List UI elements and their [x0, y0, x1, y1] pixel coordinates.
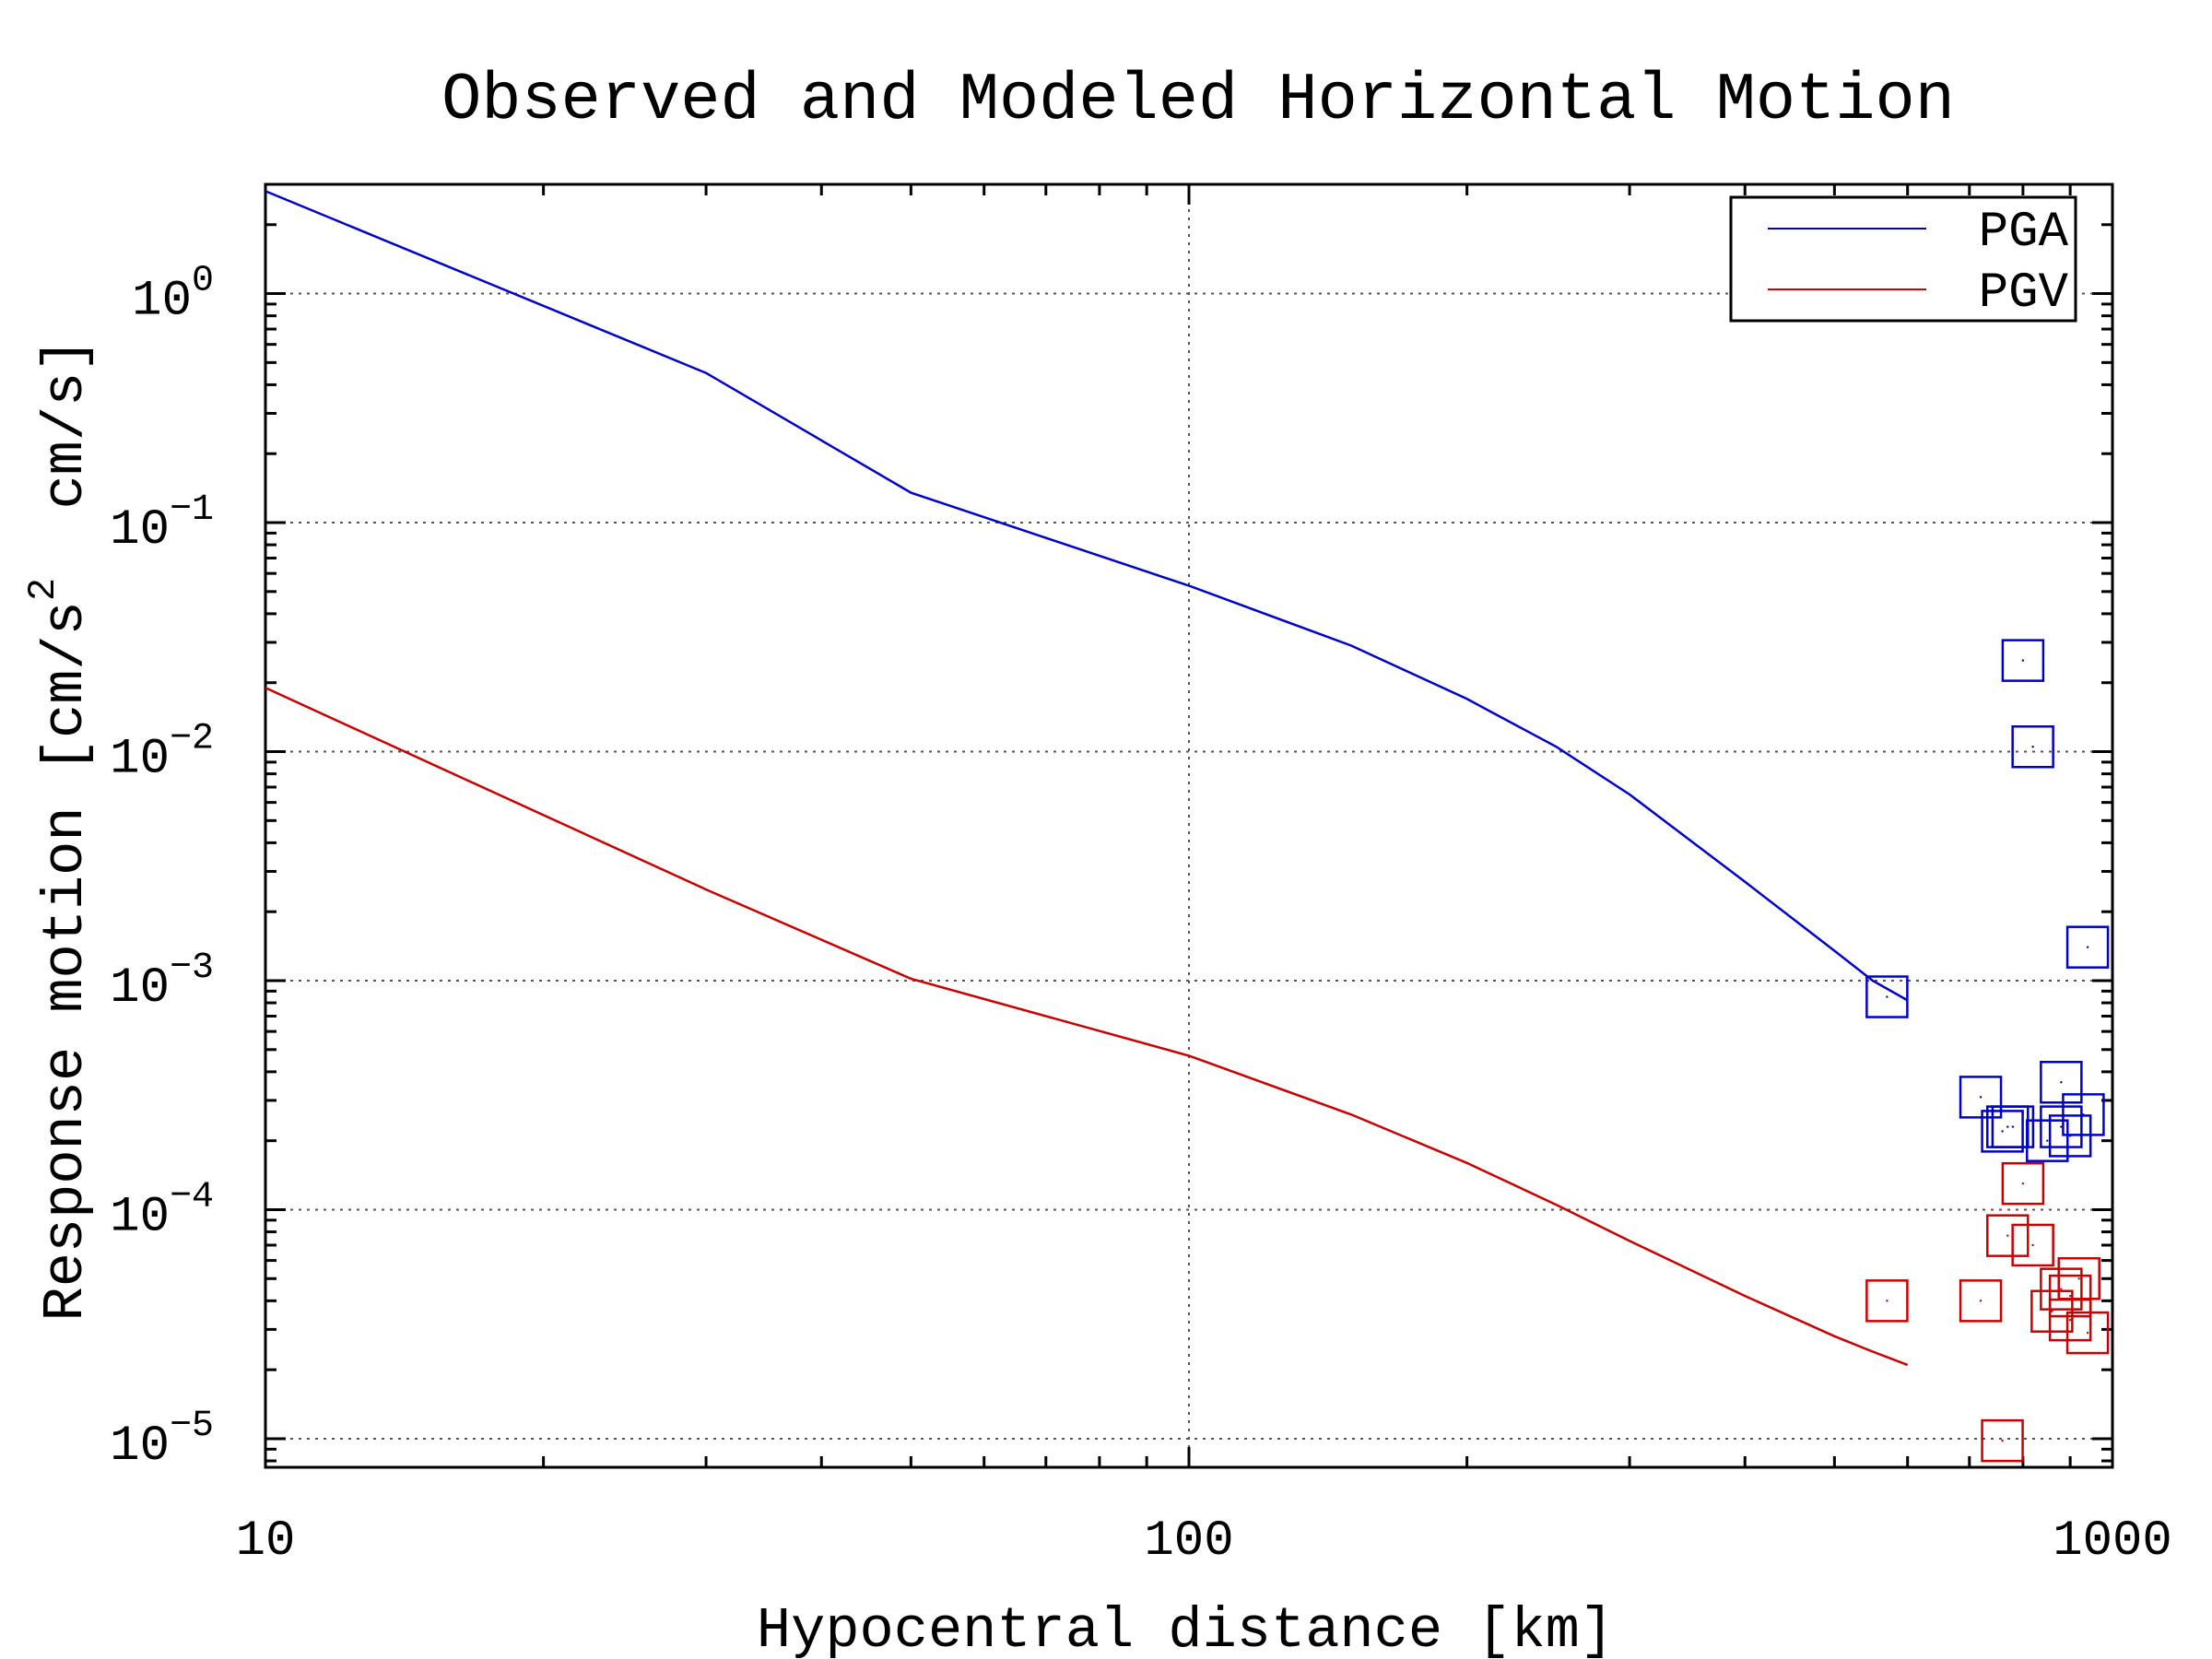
data-marker-dot-pga-observed — [2031, 746, 2034, 748]
data-marker-pga-observed — [2001, 639, 2045, 682]
data-marker-dot-pga-observed — [1979, 1096, 1983, 1099]
y-tick-label-exponent: −3 — [170, 947, 214, 989]
y-tick-label-base: 10 — [110, 1418, 170, 1475]
y-tick-label: 10−3 — [110, 947, 214, 1017]
y-axis-label-superscript: 2 — [21, 578, 65, 601]
y-tick-label-exponent: −2 — [170, 719, 214, 760]
y-tick-label: 10−2 — [110, 719, 214, 788]
series-line-pga — [265, 190, 1909, 1002]
data-marker-pga-observed — [2026, 1119, 2069, 1162]
data-marker-pgv-observed — [1981, 1418, 2024, 1463]
y-tick-label-exponent: −5 — [170, 1406, 214, 1447]
x-tick-label: 1000 — [2053, 1513, 2172, 1570]
data-marker-dot-pga-observed — [2082, 1113, 2085, 1116]
data-marker-dot-pga-observed — [2060, 1081, 2063, 1084]
plot-frame — [264, 182, 2114, 1469]
legend-box — [1729, 195, 2077, 323]
x-tick-label: 10 — [236, 1513, 296, 1570]
data-marker-dot-pgv-observed — [2086, 1331, 2089, 1335]
legend-label-pga: PGA — [1979, 205, 2069, 261]
y-axis-label-main: Response motion [cm/s — [33, 601, 99, 1321]
chart-title: Observed and Modeled Horizontal Motion — [441, 63, 1955, 138]
data-marker-dot-pgv-observed — [2051, 1310, 2053, 1312]
y-tick-label: 10−5 — [110, 1406, 214, 1475]
data-marker-pgv-observed — [2030, 1289, 2074, 1333]
data-marker-dot-pgv-observed — [2001, 1439, 2004, 1442]
data-marker-dot-pga-observed — [1886, 995, 1888, 998]
data-marker-pga-observed — [2040, 1060, 2083, 1104]
data-marker-dot-pgv-observed — [2021, 1182, 2025, 1185]
data-marker-pga-observed — [2040, 1105, 2083, 1148]
data-marker-dot-pga-observed — [2006, 1125, 2009, 1128]
y-tick-label-exponent: 0 — [192, 261, 214, 302]
data-marker-dot-pgv-observed — [1979, 1300, 1983, 1302]
data-marker-dot-pga-observed — [2001, 1130, 2004, 1133]
data-marker-pga-observed — [2065, 925, 2110, 969]
data-marker-pga-observed — [1981, 1110, 2024, 1153]
data-marker-pgv-observed — [2011, 1223, 2054, 1267]
data-marker-pga-observed — [2062, 1093, 2105, 1136]
data-marker-pgv-observed — [2065, 1311, 2110, 1355]
data-marker-dot-pgv-observed — [2068, 1318, 2072, 1322]
data-marker-pgv-observed — [2048, 1298, 2092, 1342]
y-tick-label: 100 — [132, 261, 214, 330]
y-tick-label-base: 10 — [110, 960, 170, 1017]
data-marker-pga-observed — [1991, 1105, 2035, 1148]
series-line-pgv — [265, 687, 1909, 1367]
data-marker-pga-observed — [1959, 1076, 2003, 1119]
data-marker-dot-pga-observed — [2021, 659, 2025, 662]
data-marker-pgv-observed — [2001, 1161, 2045, 1206]
data-marker-dot-pgv-observed — [2031, 1243, 2034, 1247]
data-marker-pga-observed — [1865, 975, 1909, 1018]
grid-lines — [265, 184, 2112, 1467]
data-marker-pgv-observed — [1959, 1279, 2003, 1323]
y-tick-label-exponent: −1 — [170, 489, 214, 531]
legend-label-pgv: PGV — [1979, 265, 2069, 322]
data-marker-dot-pga-observed — [2046, 1139, 2049, 1142]
y-axis-label: Response motion [cm/s2 cm/s] — [21, 338, 99, 1322]
data-marker-dot-pgv-observed — [2060, 1288, 2063, 1290]
y-tick-label-base: 10 — [132, 274, 192, 330]
series-layer — [265, 190, 2110, 1463]
data-marker-dot-pgv-observed — [1886, 1300, 1888, 1302]
data-marker-dot-pgv-observed — [2068, 1294, 2072, 1298]
data-marker-pga-observed — [2011, 725, 2054, 769]
data-marker-dot-pga-observed — [2086, 946, 2089, 948]
y-axis-label-tail: cm/s] — [33, 338, 99, 578]
x-tick-label: 100 — [1144, 1513, 1233, 1570]
x-tick-labels: 10 100 1000 — [236, 1513, 2172, 1570]
y-tick-label: 10−4 — [110, 1176, 214, 1245]
data-marker-dot-pgv-observed — [2077, 1277, 2080, 1280]
data-marker-dot-pga-observed — [2011, 1125, 2015, 1128]
data-marker-dot-pgv-observed — [2006, 1234, 2009, 1237]
data-marker-pgv-observed — [2040, 1267, 2083, 1311]
legend: PGA PGV — [1729, 195, 2077, 323]
data-marker-pgv-observed — [2048, 1274, 2092, 1318]
x-axis-label: Hypocentral distance [km] — [757, 1598, 1614, 1659]
data-marker-dot-pga-observed — [2060, 1125, 2063, 1128]
y-tick-label: 10−1 — [110, 489, 214, 559]
data-marker-pgv-observed — [1986, 1214, 2030, 1257]
y-tick-label-exponent: −4 — [170, 1176, 214, 1218]
y-tick-label-base: 10 — [110, 502, 170, 559]
data-marker-pgv-observed — [1865, 1279, 1909, 1323]
y-tick-label-base: 10 — [110, 732, 170, 788]
y-tick-label-base: 10 — [110, 1189, 170, 1245]
